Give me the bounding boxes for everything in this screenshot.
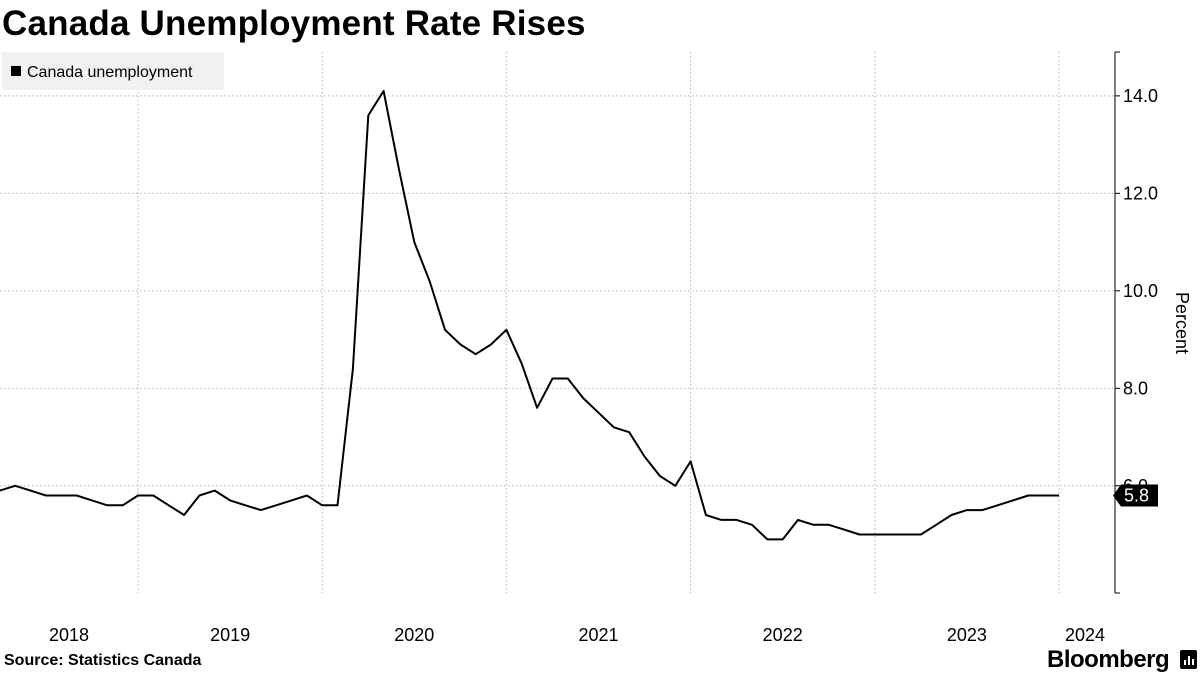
y-tick-label: 14.0	[1123, 86, 1158, 106]
x-tick-label: 2021	[578, 625, 618, 645]
y-tick-label: 10.0	[1123, 281, 1158, 301]
x-tick-label: 2019	[210, 625, 250, 645]
bloomberg-terminal-icon	[1180, 650, 1197, 669]
x-axis: 2018 2019 2020 2021 2022 2023 2024	[49, 625, 1105, 645]
legend: Canada unemployment	[2, 52, 224, 90]
legend-swatch	[11, 66, 21, 76]
x-tick-label: 2023	[947, 625, 987, 645]
x-tick-label: 2020	[394, 625, 434, 645]
y-tick-label: 8.0	[1123, 378, 1148, 398]
y-tick-label: 12.0	[1123, 183, 1158, 203]
bloomberg-logo: Bloomberg	[1047, 646, 1170, 673]
y-axis: 14.012.010.08.06.0	[1114, 51, 1158, 594]
y-axis-title: Percent	[1172, 292, 1192, 354]
series-line-canada-unemployment	[0, 90, 1059, 541]
grid-lines	[0, 52, 1115, 593]
source-note: Source: Statistics Canada	[4, 652, 202, 669]
legend-box	[2, 52, 224, 90]
x-tick-label: 2022	[763, 625, 803, 645]
last-value-label: 5.8	[1124, 486, 1149, 506]
chart-title: Canada Unemployment Rate Rises	[2, 4, 586, 43]
legend-label: Canada unemployment	[27, 64, 193, 81]
x-tick-label: 2024	[1065, 625, 1105, 645]
x-tick-label: 2018	[49, 625, 89, 645]
last-value-tag	[1113, 484, 1158, 507]
last-value-marker: 5.8	[1113, 484, 1158, 507]
